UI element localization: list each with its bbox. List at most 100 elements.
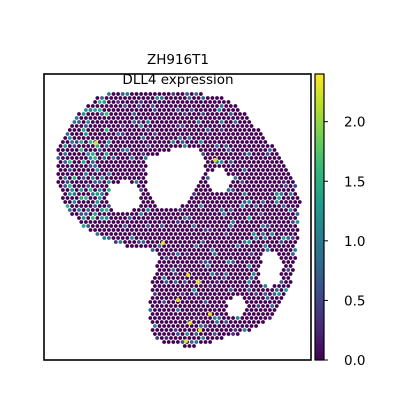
spot	[215, 200, 219, 204]
spot	[56, 148, 60, 152]
spot	[206, 224, 210, 228]
spot	[268, 292, 272, 296]
spot	[245, 324, 249, 328]
spot	[162, 100, 166, 104]
spot	[137, 112, 141, 116]
spot	[162, 108, 166, 112]
spot	[227, 284, 231, 288]
spot	[139, 236, 143, 240]
spot	[206, 288, 210, 292]
spot	[224, 320, 228, 324]
spot	[68, 160, 72, 164]
spot	[93, 228, 97, 232]
spot	[162, 308, 166, 312]
spot	[56, 156, 60, 160]
spot	[146, 128, 150, 132]
spot	[116, 180, 120, 184]
spot	[234, 240, 238, 244]
spot	[114, 128, 118, 132]
spot	[211, 216, 215, 220]
spot	[100, 112, 104, 116]
spot	[250, 140, 254, 144]
spot	[289, 176, 293, 180]
spot	[197, 296, 201, 300]
spot	[252, 208, 256, 212]
spot	[259, 172, 263, 176]
spot	[199, 268, 203, 272]
spot	[270, 288, 274, 292]
spot	[128, 144, 132, 148]
spot	[257, 224, 261, 228]
spot	[190, 292, 194, 296]
spot	[144, 116, 148, 120]
spot	[227, 268, 231, 272]
spot	[181, 268, 185, 272]
spot	[151, 128, 155, 132]
spot	[194, 236, 198, 240]
spot	[167, 324, 171, 328]
spot	[245, 308, 249, 312]
spot	[63, 200, 67, 204]
spot	[275, 288, 279, 292]
spot	[284, 248, 288, 252]
spot	[247, 232, 251, 236]
spot	[181, 236, 185, 240]
spot	[61, 172, 65, 176]
spot	[199, 100, 203, 104]
spot	[199, 316, 203, 320]
spot	[227, 188, 231, 192]
spot	[185, 100, 189, 104]
spot	[165, 264, 169, 268]
spot	[162, 300, 166, 304]
spot	[247, 184, 251, 188]
spot	[178, 264, 182, 268]
spot	[171, 300, 175, 304]
spot	[238, 160, 242, 164]
spot	[231, 252, 235, 256]
spot	[201, 312, 205, 316]
spot	[155, 224, 159, 228]
spot	[243, 208, 247, 212]
spot	[146, 208, 150, 212]
spot	[116, 92, 120, 96]
spot	[190, 308, 194, 312]
spot	[96, 224, 100, 228]
spot	[158, 116, 162, 120]
spot	[227, 132, 231, 136]
spot	[257, 304, 261, 308]
spot	[261, 144, 265, 148]
spot-high	[188, 321, 192, 325]
spot	[190, 132, 194, 136]
spot	[247, 192, 251, 196]
spot	[204, 116, 208, 120]
spot	[293, 240, 297, 244]
spot	[109, 160, 113, 164]
spot	[116, 220, 120, 224]
spot	[204, 308, 208, 312]
spot	[263, 156, 267, 160]
spot	[188, 288, 192, 292]
spot	[174, 224, 178, 228]
spot	[132, 216, 136, 220]
colorbar-ticks: 0.00.51.01.52.0	[324, 115, 365, 369]
spot	[222, 196, 226, 200]
spot	[176, 116, 180, 120]
spot	[174, 104, 178, 108]
spot	[247, 256, 251, 260]
spot	[261, 160, 265, 164]
spot	[229, 272, 233, 276]
spot	[243, 168, 247, 172]
spot	[135, 132, 139, 136]
spot	[93, 180, 97, 184]
spot	[142, 96, 146, 100]
spot	[257, 264, 261, 268]
spot	[291, 244, 295, 248]
spot	[192, 128, 196, 132]
spot	[89, 228, 93, 232]
spot	[153, 92, 157, 96]
spot	[199, 180, 203, 184]
spot	[224, 224, 228, 228]
spot	[243, 328, 247, 332]
spot	[174, 264, 178, 268]
spot	[174, 256, 178, 260]
